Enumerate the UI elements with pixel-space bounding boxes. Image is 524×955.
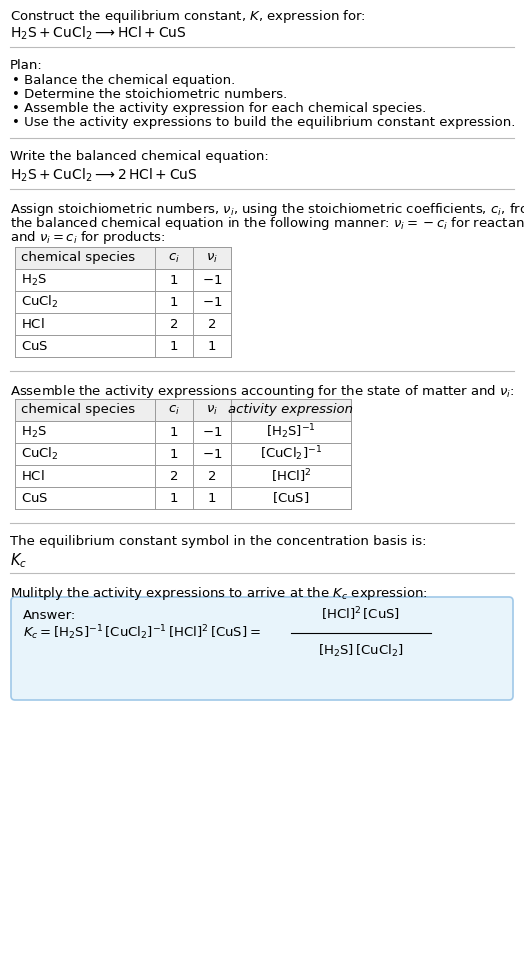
Text: $\mathrm{H_2S + CuCl_2 \longrightarrow 2\,HCl + CuS}$: $\mathrm{H_2S + CuCl_2 \longrightarrow 2… (10, 167, 198, 184)
Text: • Balance the chemical equation.: • Balance the chemical equation. (12, 74, 235, 87)
FancyBboxPatch shape (11, 597, 513, 700)
Text: 1: 1 (208, 339, 216, 352)
Text: $c_i$: $c_i$ (168, 251, 180, 265)
Text: $\mathrm{H_2S}$: $\mathrm{H_2S}$ (21, 272, 47, 287)
Text: $[\mathrm{H_2S}]\,[\mathrm{CuCl_2}]$: $[\mathrm{H_2S}]\,[\mathrm{CuCl_2}]$ (318, 643, 404, 659)
Bar (15, 247, 231, 269)
Text: 1: 1 (170, 339, 178, 352)
Text: $[\mathrm{HCl}]^{2}$: $[\mathrm{HCl}]^{2}$ (271, 467, 311, 485)
Text: Construct the equilibrium constant, $K$, expression for:: Construct the equilibrium constant, $K$,… (10, 8, 366, 25)
Text: $[\mathrm{CuCl_2}]^{-1}$: $[\mathrm{CuCl_2}]^{-1}$ (260, 445, 322, 463)
Text: 2: 2 (170, 317, 178, 330)
Text: 1: 1 (208, 492, 216, 504)
Text: 1: 1 (170, 426, 178, 438)
Text: • Determine the stoichiometric numbers.: • Determine the stoichiometric numbers. (12, 88, 287, 101)
Text: Mulitply the activity expressions to arrive at the $K_c$ expression:: Mulitply the activity expressions to arr… (10, 585, 428, 602)
Text: 2: 2 (170, 470, 178, 482)
Text: $[\mathrm{CuS}]$: $[\mathrm{CuS}]$ (272, 491, 310, 505)
Text: Assign stoichiometric numbers, $\nu_i$, using the stoichiometric coefficients, $: Assign stoichiometric numbers, $\nu_i$, … (10, 201, 524, 218)
Text: activity expression: activity expression (228, 404, 354, 416)
Text: Plan:: Plan: (10, 59, 43, 72)
Text: $c_i$: $c_i$ (168, 403, 180, 416)
Text: $\mathrm{CuS}$: $\mathrm{CuS}$ (21, 339, 48, 352)
Text: $K_c$: $K_c$ (10, 551, 27, 570)
Text: $\mathrm{CuS}$: $\mathrm{CuS}$ (21, 492, 48, 504)
Text: $\mathrm{CuCl_2}$: $\mathrm{CuCl_2}$ (21, 446, 59, 462)
Text: $[\mathrm{HCl}]^2\,[\mathrm{CuS}]$: $[\mathrm{HCl}]^2\,[\mathrm{CuS}]$ (321, 605, 400, 623)
Text: and $\nu_i = c_i$ for products:: and $\nu_i = c_i$ for products: (10, 229, 166, 246)
Text: chemical species: chemical species (21, 404, 135, 416)
Text: $\mathrm{H_2S}$: $\mathrm{H_2S}$ (21, 424, 47, 439)
Text: $\mathrm{HCl}$: $\mathrm{HCl}$ (21, 469, 45, 483)
Text: 1: 1 (170, 492, 178, 504)
Text: $\mathrm{HCl}$: $\mathrm{HCl}$ (21, 317, 45, 331)
Text: $-1$: $-1$ (202, 295, 222, 308)
Text: • Use the activity expressions to build the equilibrium constant expression.: • Use the activity expressions to build … (12, 116, 516, 129)
Text: 1: 1 (170, 295, 178, 308)
Text: 1: 1 (170, 448, 178, 460)
Text: 2: 2 (208, 317, 216, 330)
Text: $\nu_i$: $\nu_i$ (206, 403, 218, 416)
Text: The equilibrium constant symbol in the concentration basis is:: The equilibrium constant symbol in the c… (10, 535, 427, 548)
Text: $-1$: $-1$ (202, 448, 222, 460)
Text: Answer:: Answer: (23, 609, 77, 622)
Bar (15, 399, 351, 421)
Text: $[\mathrm{H_2S}]^{-1}$: $[\mathrm{H_2S}]^{-1}$ (266, 423, 316, 441)
Text: 1: 1 (170, 273, 178, 286)
Text: $\mathrm{H_2S + CuCl_2 \longrightarrow HCl + CuS}$: $\mathrm{H_2S + CuCl_2 \longrightarrow H… (10, 25, 187, 42)
Text: $-1$: $-1$ (202, 426, 222, 438)
Text: Write the balanced chemical equation:: Write the balanced chemical equation: (10, 150, 269, 163)
Text: the balanced chemical equation in the following manner: $\nu_i = -c_i$ for react: the balanced chemical equation in the fo… (10, 215, 524, 232)
Text: $\mathrm{CuCl_2}$: $\mathrm{CuCl_2}$ (21, 294, 59, 310)
Text: • Assemble the activity expression for each chemical species.: • Assemble the activity expression for e… (12, 102, 426, 115)
Text: 2: 2 (208, 470, 216, 482)
Text: $K_c = [\mathrm{H_2S}]^{-1}\,[\mathrm{CuCl_2}]^{-1}\,[\mathrm{HCl}]^{2}\,[\mathr: $K_c = [\mathrm{H_2S}]^{-1}\,[\mathrm{Cu… (23, 624, 261, 643)
Text: chemical species: chemical species (21, 251, 135, 265)
Text: $-1$: $-1$ (202, 273, 222, 286)
Text: Assemble the activity expressions accounting for the state of matter and $\nu_i$: Assemble the activity expressions accoun… (10, 383, 515, 400)
Text: $\nu_i$: $\nu_i$ (206, 251, 218, 265)
